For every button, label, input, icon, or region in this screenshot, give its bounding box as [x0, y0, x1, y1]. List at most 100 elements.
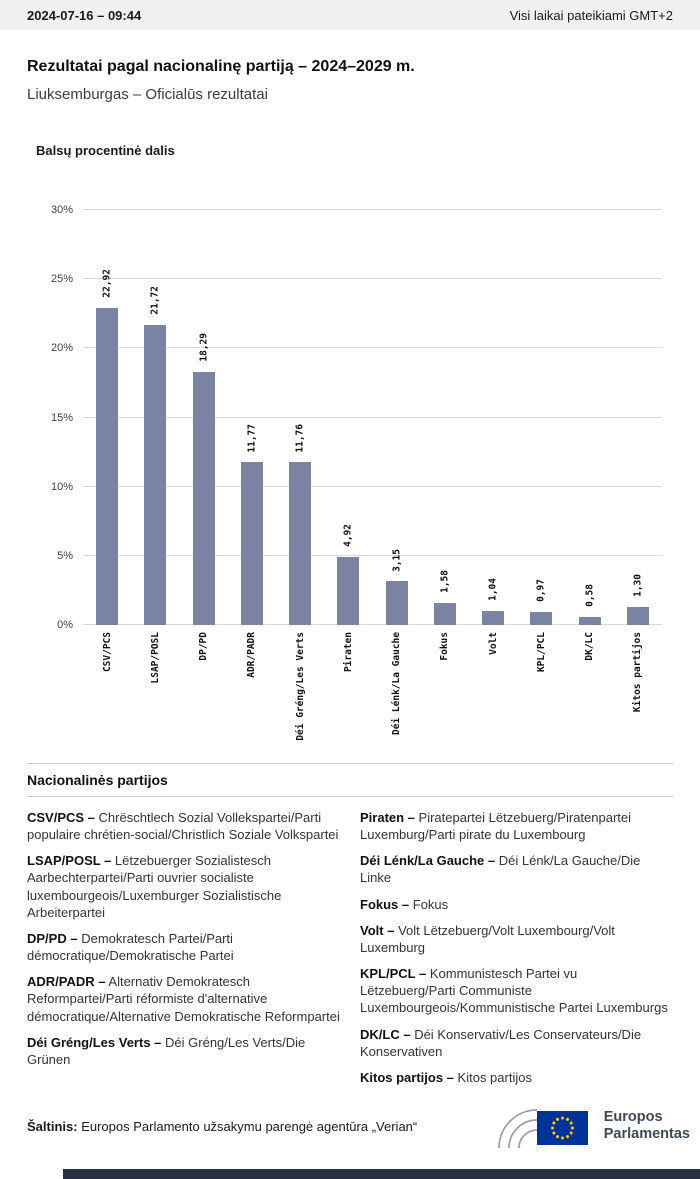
legend-item: DP/PD – Demokratesch Partei/Parti démocr… [27, 930, 340, 964]
eu-flag-stars-icon [550, 1116, 574, 1140]
x-axis-labels: CSV/PCS LSAP/POSL DP/PD ADR/PADR Déi Gréng/L… [83, 625, 662, 757]
bottom-brand-bar [63, 1169, 700, 1179]
x-label-slot: Fokus [421, 625, 469, 757]
x-axis-label: Kitos partijos [632, 632, 644, 713]
ep-logo-text-line1: Europos [603, 1109, 663, 1126]
x-axis-label: CSV/PCS [101, 632, 113, 673]
x-axis-label: Fokus [439, 632, 451, 661]
x-axis-label: DP/PD [198, 632, 210, 661]
bar-value-label: 0,97 [535, 578, 547, 602]
bar [530, 611, 553, 625]
y-tick-label: 5% [57, 549, 73, 562]
bar [578, 616, 601, 625]
legend-item: Déi Lénk/La Gauche – Déi Lénk/La Gauche/… [360, 852, 673, 886]
party-abbr: LSAP/POSL – [27, 853, 112, 869]
eu-flag-icon [536, 1111, 588, 1146]
bar-group: 1,30 [614, 210, 662, 625]
top-bar: 2024-07-16 – 09:44 Visi laikai pateikiam… [0, 0, 700, 30]
divider [27, 796, 673, 797]
y-tick-label: 0% [57, 619, 73, 631]
plot-area: 22,92 21,72 18,29 11,77 11,76 4,92 3,15 1,58 1,0… [83, 209, 662, 625]
footer: Šaltinis: Europos Parlamento užsakymu pa… [27, 1103, 690, 1149]
legend-left-column: CSV/PCS – Chrëschtlech Sozial Vollekspar… [27, 809, 340, 1095]
source-label: Šaltinis: [27, 1118, 78, 1134]
x-label-slot: LSAP/POSL [131, 625, 179, 757]
legend-item: CSV/PCS – Chrëschtlech Sozial Vollekspar… [27, 809, 340, 843]
bar [385, 581, 408, 625]
y-tick-label: 20% [50, 342, 73, 355]
x-label-slot: ADR/PADR [228, 625, 276, 757]
y-tick-label: 15% [50, 411, 73, 424]
party-name: Déi Lénk/La Gauche/Die Linke [360, 853, 641, 886]
party-name: Chrëschtlech Sozial Vollekspartei/Parti … [27, 810, 339, 843]
x-label-slot: DK/LC [566, 625, 614, 757]
chart-title: Balsų procentinė dalis [36, 143, 175, 158]
party-abbr: Piraten – [360, 810, 415, 825]
party-name: Volt Lëtzebuerg/Volt Luxembourg/Volt Lux… [360, 922, 615, 955]
legend-item: KPL/PCL – Kommunistesch Partei vu Lëtzeb… [360, 965, 673, 1016]
bar-group: 1,04 [469, 210, 517, 625]
section-heading: Nacionalinės partijos [27, 772, 168, 788]
x-axis-label: Piraten [342, 632, 354, 673]
bar-value-label: 22,92 [101, 269, 113, 298]
bar-group: 22,92 [83, 210, 131, 625]
party-abbr: Kitos partijos – [360, 1069, 454, 1085]
legend-item: Volt – Volt Lëtzebuerg/Volt Luxembourg/V… [360, 922, 673, 956]
party-abbr: DK/LC – [360, 1026, 411, 1042]
x-label-slot: CSV/PCS [83, 625, 131, 757]
x-label-slot: Déi Gréng/Les Verts [276, 625, 324, 757]
ep-logo-text: Europos Parlamentas [604, 1109, 690, 1142]
bar-value-label: 11,77 [246, 423, 258, 453]
party-abbr: DP/PD – [27, 930, 78, 946]
x-axis-label: DK/LC [584, 632, 596, 661]
page-title: Rezultatai pagal nacionalinę partiją – 2… [27, 58, 415, 75]
y-axis-labels: 0% 5% 10% 15% 20% 25% 30% [27, 204, 83, 631]
x-label-slot: KPL/PCL [517, 625, 565, 757]
x-label-slot: Kitos partijos [614, 625, 662, 757]
bar [337, 556, 360, 625]
x-axis-label: Déi Lénk/La Gauche [391, 632, 403, 735]
source-text: Europos Parlamento užsakymu parengė agen… [81, 1118, 418, 1134]
x-axis-label: Volt [487, 632, 499, 655]
y-axis-spacer [27, 625, 83, 757]
bar [482, 610, 505, 625]
x-axis-label: ADR/PADR [246, 632, 258, 678]
party-abbr: KPL/PCL – [360, 966, 427, 982]
bar-group: 0,58 [566, 210, 614, 625]
gridline [83, 485, 662, 487]
party-name: Demokratesch Partei/Parti démocratique/D… [27, 930, 234, 964]
bar [289, 462, 312, 625]
bar-chart: 0% 5% 10% 15% 20% 25% 30% 22,92 21,72 18,29 11,77… [27, 204, 700, 757]
gridline [83, 278, 662, 280]
party-name: Fokus [412, 896, 449, 912]
bar-group: 0,97 [517, 210, 565, 625]
party-abbr: Déi Gréng/Les Verts – [27, 1034, 162, 1050]
x-label-slot: Déi Lénk/La Gauche [373, 625, 421, 757]
hemicycle-arcs-icon [497, 1109, 537, 1149]
party-abbr: CSV/PCS – [27, 810, 95, 825]
bar-group: 11,77 [228, 210, 276, 625]
bar-value-label: 11,76 [294, 423, 306, 453]
legend-item: DK/LC – Déi Konservativ/Les Conservateur… [360, 1026, 673, 1060]
bar [626, 607, 649, 625]
page-subtitle: Liuksemburgas – Oficialūs rezultatai [27, 86, 268, 103]
legend-item: LSAP/POSL – Lëtzebuerger Sozialistesch A… [27, 852, 340, 921]
party-abbr: Volt – [360, 922, 395, 938]
legend-item: Kitos partijos – Kitos partijos [360, 1069, 673, 1086]
bar-group: 18,29 [180, 210, 228, 625]
y-tick-label: 25% [50, 273, 73, 286]
source-note: Šaltinis: Europos Parlamento užsakymu pa… [27, 1119, 417, 1134]
bar-group: 4,92 [324, 210, 372, 625]
party-abbr: Déi Lénk/La Gauche – [360, 853, 496, 869]
party-name: Piratepartei Lëtzebuerg/Piratenpartei Lu… [360, 810, 632, 843]
bar [192, 372, 215, 625]
gridline [83, 624, 662, 625]
y-tick-label: 30% [50, 204, 73, 216]
bar-value-label: 21,72 [149, 285, 161, 315]
gridline [83, 347, 662, 349]
bar-group: 11,76 [276, 210, 324, 625]
party-name: Lëtzebuerger Sozialistesch Aarbechterpar… [27, 853, 282, 920]
bar [96, 307, 119, 625]
legend-item: Fokus – Fokus [360, 896, 673, 913]
gridline [83, 554, 662, 556]
